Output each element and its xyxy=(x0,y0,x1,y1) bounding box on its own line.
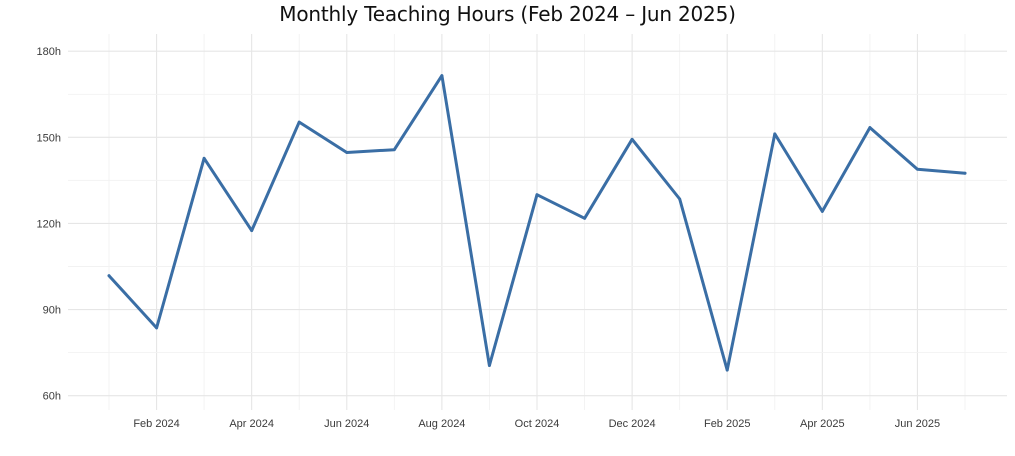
y-tick-label: 90h xyxy=(43,305,61,317)
data-point xyxy=(583,216,586,220)
x-tick-label: Feb 2024 xyxy=(133,418,179,430)
data-point xyxy=(630,137,634,141)
x-tick-label: Jun 2024 xyxy=(324,418,369,430)
y-tick-label: 150h xyxy=(37,132,61,144)
data-point xyxy=(202,156,206,160)
data-point xyxy=(868,126,872,129)
data-point xyxy=(392,148,396,152)
axis-labels: 60h 90h 120h 150h 180h Feb 2024 Apr 2024 Jun 20… xyxy=(37,46,941,430)
data-point xyxy=(250,229,254,233)
data-point xyxy=(916,167,919,171)
x-tick-label: Apr 2024 xyxy=(229,418,274,430)
x-tick-label: Aug 2024 xyxy=(418,418,465,430)
data-point xyxy=(107,274,111,278)
x-tick-label: Apr 2025 xyxy=(800,418,845,430)
y-tick-label: 120h xyxy=(37,218,61,230)
data-point xyxy=(963,171,967,175)
x-tick-label: Dec 2024 xyxy=(609,418,656,430)
data-point xyxy=(440,74,444,78)
series-layer xyxy=(107,74,967,372)
data-point xyxy=(535,193,539,197)
data-point xyxy=(820,209,824,213)
chart-title: Monthly Teaching Hours (Feb 2024 – Jun 2… xyxy=(279,2,736,26)
grid-lines xyxy=(68,34,1007,410)
data-point xyxy=(725,368,729,372)
y-tick-label: 180h xyxy=(37,46,61,58)
data-point xyxy=(773,132,777,136)
y-tick-label: 60h xyxy=(43,391,61,403)
data-point xyxy=(155,326,158,330)
data-point xyxy=(678,197,682,201)
data-point xyxy=(488,364,491,367)
x-tick-label: Oct 2024 xyxy=(515,418,560,430)
data-point xyxy=(345,151,349,154)
x-tick-label: Feb 2025 xyxy=(704,418,750,430)
x-tick-label: Jun 2025 xyxy=(895,418,940,430)
data-point xyxy=(297,120,301,124)
